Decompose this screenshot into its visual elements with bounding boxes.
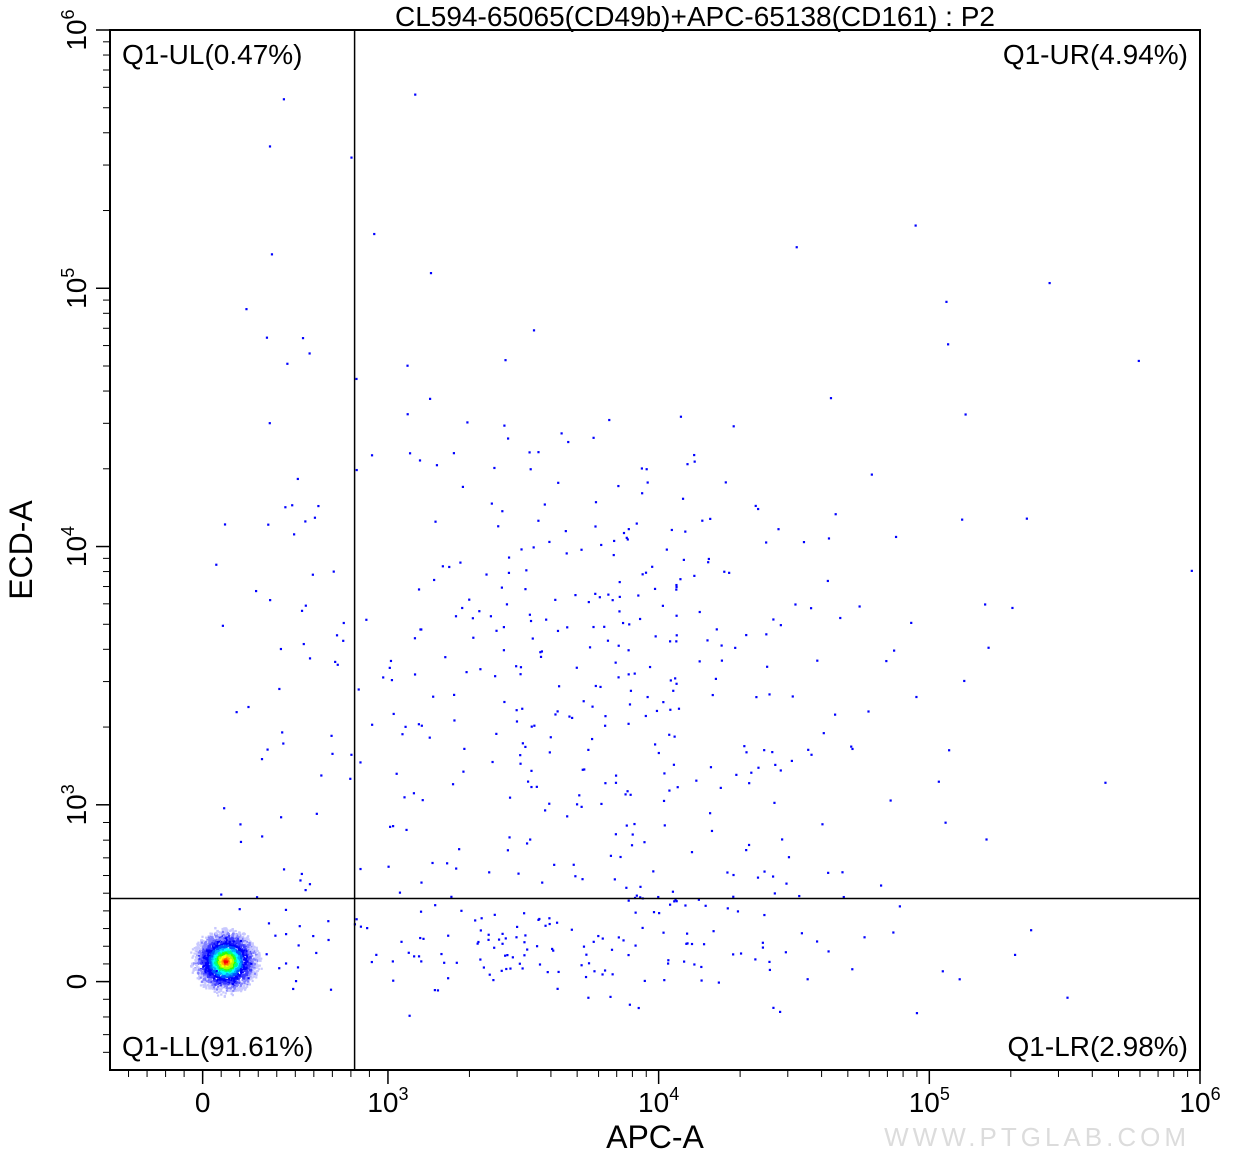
svg-text:CL594-65065(CD49b)+APC-65138(C: CL594-65065(CD49b)+APC-65138(CD161) : P2 xyxy=(395,1,995,32)
svg-text:APC-A: APC-A xyxy=(606,1119,704,1155)
svg-text:103: 103 xyxy=(58,784,92,825)
svg-text:106: 106 xyxy=(1179,1084,1220,1118)
svg-text:0: 0 xyxy=(195,1087,211,1118)
svg-text:ECD-A: ECD-A xyxy=(3,500,39,600)
svg-text:Q1-UR(4.94%): Q1-UR(4.94%) xyxy=(1003,39,1188,70)
svg-text:WWW.PTGLAB.COM: WWW.PTGLAB.COM xyxy=(884,1122,1190,1152)
svg-text:104: 104 xyxy=(58,526,92,567)
svg-text:Q1-LR(2.98%): Q1-LR(2.98%) xyxy=(1007,1031,1188,1062)
svg-text:Q1-LL(91.61%): Q1-LL(91.61%) xyxy=(122,1031,313,1062)
svg-text:104: 104 xyxy=(638,1084,679,1118)
svg-text:105: 105 xyxy=(58,268,92,309)
chart-container: 0 103 104 105 106 0 103 104 105 106 APC-A ECD-A CL59… xyxy=(0,0,1234,1168)
svg-text:105: 105 xyxy=(909,1084,950,1118)
svg-text:Q1-UL(0.47%): Q1-UL(0.47%) xyxy=(122,39,303,70)
svg-text:106: 106 xyxy=(58,9,92,50)
flow-cytometry-plot: 0 103 104 105 106 0 103 104 105 106 APC-A ECD-A CL59… xyxy=(0,0,1234,1168)
svg-text:0: 0 xyxy=(61,974,92,990)
svg-text:103: 103 xyxy=(367,1084,408,1118)
